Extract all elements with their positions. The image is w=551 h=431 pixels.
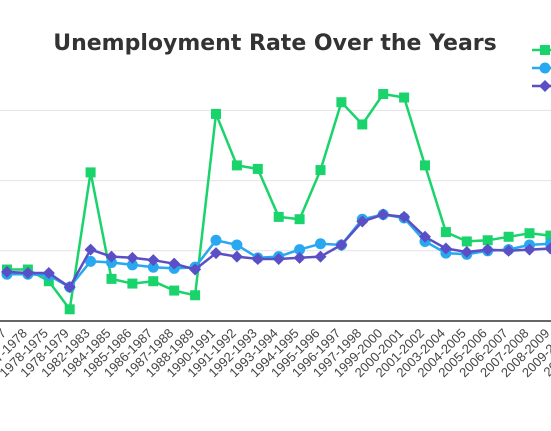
data-point-s3-5 — [84, 243, 97, 256]
data-point-s3-6 — [105, 250, 118, 263]
data-point-s3-24 — [481, 243, 494, 256]
data-point-s3-13 — [251, 252, 264, 265]
series-line-1 — [7, 92, 551, 311]
data-point-s3-19 — [377, 208, 390, 221]
x-axis-tick-labels: 1976-19771977-19781978-19751978-19791982… — [0, 326, 551, 381]
data-point-s3-9 — [168, 257, 181, 270]
data-point-s1-13 — [252, 163, 263, 174]
data-point-s3-8 — [147, 254, 160, 267]
data-point-s1-4 — [64, 304, 75, 315]
data-point-s2-12 — [231, 239, 243, 251]
data-point-s1-19 — [378, 89, 389, 100]
data-point-s3-27 — [544, 242, 551, 255]
data-point-s1-6 — [106, 273, 117, 284]
data-point-s1-7 — [127, 278, 138, 289]
data-point-s3-22 — [439, 242, 452, 255]
data-point-s1-24 — [482, 235, 493, 246]
series-3 — [1, 208, 551, 294]
data-point-s1-15 — [294, 214, 305, 225]
data-point-s3-7 — [126, 251, 139, 264]
data-point-s3-21 — [419, 230, 431, 243]
data-point-s2-11 — [210, 234, 222, 246]
data-point-s3-18 — [356, 215, 369, 228]
data-point-s1-23 — [461, 236, 472, 247]
data-point-s1-18 — [357, 119, 368, 130]
data-point-s1-17 — [336, 97, 347, 108]
data-point-s3-10 — [189, 263, 202, 276]
data-point-s2-8 — [147, 261, 159, 273]
legend-marker-3 — [539, 80, 551, 92]
data-point-s2-5 — [85, 255, 97, 267]
legend-marker-2 — [539, 62, 551, 74]
data-point-s1-12 — [231, 160, 242, 171]
data-point-s1-8 — [148, 276, 159, 287]
data-point-s3-23 — [460, 245, 473, 258]
data-point-s1-16 — [315, 165, 326, 176]
data-point-s2-7 — [126, 259, 138, 271]
legend-item-2 — [532, 62, 551, 74]
data-point-s1-11 — [211, 108, 221, 119]
data-point-s3-11 — [210, 247, 222, 260]
data-point-s1-10 — [190, 290, 201, 301]
data-point-s1-20 — [399, 92, 410, 103]
data-point-s1-21 — [420, 160, 430, 171]
legend-marker-1 — [540, 45, 550, 55]
data-point-s3-15 — [293, 251, 306, 264]
series-layer — [1, 89, 551, 315]
chart-title: Unemployment Rate Over the Years — [53, 31, 497, 56]
data-point-s3-20 — [398, 210, 411, 223]
data-point-s1-9 — [169, 285, 180, 296]
data-point-s1-25 — [503, 231, 514, 242]
data-point-s3-14 — [272, 252, 285, 265]
series-1 — [2, 89, 551, 315]
data-point-s3-2 — [21, 267, 34, 280]
data-point-s1-26 — [524, 228, 535, 239]
data-point-s1-14 — [273, 211, 284, 222]
data-point-s3-16 — [314, 250, 327, 263]
data-point-s3-12 — [230, 250, 243, 263]
legend-item-3 — [532, 80, 551, 92]
legend — [532, 45, 551, 92]
data-point-s2-15 — [294, 244, 306, 256]
data-point-s3-1 — [1, 265, 13, 278]
data-point-s2-16 — [315, 238, 326, 250]
data-point-s1-5 — [85, 167, 96, 178]
data-point-s3-4 — [63, 281, 76, 294]
data-point-s3-25 — [502, 244, 515, 257]
data-point-s1-3 — [43, 276, 54, 287]
data-point-s1-22 — [440, 227, 451, 238]
data-point-s3-17 — [335, 238, 348, 251]
data-point-s3-3 — [42, 267, 55, 280]
data-point-s3-26 — [523, 243, 536, 256]
legend-item-1 — [532, 45, 551, 55]
data-point-s1-27 — [545, 230, 551, 241]
